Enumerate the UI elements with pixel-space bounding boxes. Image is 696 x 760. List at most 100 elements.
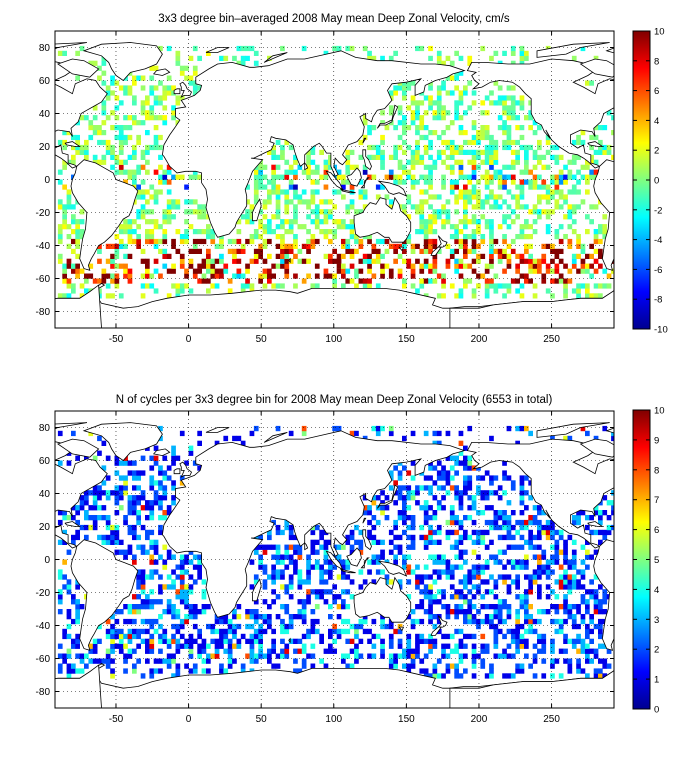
data-cell [463,263,468,269]
data-cell [380,55,385,61]
data-cell [179,238,185,245]
data-cell [388,154,394,160]
data-cell [175,663,181,669]
data-cell [423,179,429,185]
data-cell [484,519,490,526]
data-cell [253,169,259,175]
data-cell [123,224,128,230]
data-cell [393,50,398,56]
data-cell [585,214,590,220]
data-cell [380,549,385,555]
data-cell [153,460,159,466]
data-cell [463,278,468,284]
data-cell [288,529,294,536]
data-cell [415,243,420,249]
data-cell [515,559,520,565]
data-cell [310,544,316,550]
data-cell [127,529,133,536]
data-cell [602,673,608,679]
data-cell [458,100,464,106]
data-cell [497,653,503,659]
data-cell [149,589,155,595]
data-cell [253,653,259,659]
data-cell [219,628,224,635]
data-cell [123,159,128,165]
data-cell [510,219,516,225]
data-cell [528,125,533,131]
data-cell [441,283,446,289]
data-cell [576,658,581,664]
data-cell [179,65,185,71]
data-cell [502,234,507,240]
land-iceland [152,68,171,76]
data-cell [262,243,268,249]
data-cell [149,618,155,625]
data-cell [149,505,155,511]
data-cell [502,238,507,245]
data-cell [489,174,494,180]
data-cell [585,164,590,170]
data-cell [323,579,329,585]
data-cell [354,653,359,659]
data-cell [179,569,185,575]
data-cell [280,554,285,560]
data-cell [345,204,351,210]
data-cell [166,75,172,81]
data-cell [545,288,551,294]
data-cell [301,648,307,654]
data-cell [415,648,420,654]
data-cell [502,633,507,640]
data-cell [436,209,442,215]
colorbar-tick-label: -8 [654,295,662,306]
data-cell [118,648,124,654]
data-cell [497,224,503,230]
data-cell [528,519,533,526]
data-cell [66,633,72,640]
data-cell [284,263,290,269]
data-cell [458,628,464,635]
data-cell [310,549,316,555]
data-cell [367,258,372,264]
data-cell [288,169,294,175]
data-cell [349,534,355,541]
data-cell [118,164,124,170]
data-cell [441,653,446,659]
data-cell [123,253,128,259]
data-cell [524,425,529,432]
data-cell [345,564,351,570]
data-cell [314,589,320,595]
data-cell [510,194,516,200]
data-cell [310,628,316,635]
data-cell [428,278,433,284]
data-cell [524,278,529,284]
data-cell [271,154,276,160]
data-cell [123,653,128,659]
data-cell [423,574,429,580]
data-cell [375,184,381,190]
data-cell [297,668,303,674]
data-cell [593,623,599,630]
data-cell [515,253,520,259]
data-cell [515,668,520,674]
data-cell [66,549,72,555]
data-cell [214,243,220,249]
data-cell [132,633,137,640]
data-cell [358,584,364,590]
data-cell [136,500,141,506]
data-cell [354,524,359,531]
data-cell [201,609,207,615]
data-cell [510,95,516,101]
data-cell [510,673,516,679]
data-cell [288,534,294,541]
data-cell [454,589,459,595]
data-cell [114,529,120,536]
data-cell [445,470,451,476]
data-cell [493,614,499,620]
data-cell [519,495,525,501]
data-cell [484,283,490,289]
data-cell [406,653,412,659]
data-cell [171,199,176,205]
data-cell [284,139,290,146]
data-cell [258,224,263,230]
data-cell [567,224,573,230]
